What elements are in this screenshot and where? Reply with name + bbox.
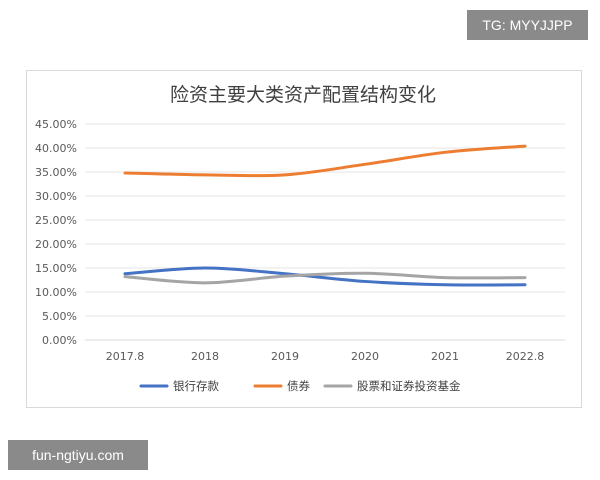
grid-lines [85, 123, 565, 341]
y-tick-label: 0.00% [42, 334, 77, 347]
y-tick-label: 10.00% [35, 286, 77, 299]
series-line-0 [123, 266, 527, 287]
y-tick-label: 45.00% [35, 118, 77, 131]
series-line-1 [123, 144, 527, 178]
y-tick-label: 5.00% [42, 310, 77, 323]
x-tick-label: 2020 [351, 350, 379, 363]
legend-label: 银行存款 [173, 379, 219, 393]
chart-frame [26, 70, 582, 408]
y-tick-label: 15.00% [35, 262, 77, 275]
y-axis-ticks: 0.00% 5.00% 10.00% 15.00% 20.00% 25.00% 30.00%… [35, 118, 77, 347]
x-axis-ticks: 2017.8 2018 2019 2020 2021 2022.8 [106, 350, 545, 363]
x-tick-label: 2022.8 [506, 350, 545, 363]
legend: 银行存款 债券 股票和证券投资基金 [139, 379, 461, 393]
y-tick-label: 25.00% [35, 214, 77, 227]
x-tick-label: 2017.8 [106, 350, 145, 363]
y-tick-label: 40.00% [35, 142, 77, 155]
y-tick-label: 35.00% [35, 166, 77, 179]
watermark-top: TG: MYYJJPP [467, 10, 588, 40]
legend-label: 股票和证券投资基金 [357, 379, 461, 393]
y-tick-label: 30.00% [35, 190, 77, 203]
x-tick-label: 2018 [191, 350, 219, 363]
x-tick-label: 2019 [271, 350, 299, 363]
x-tick-label: 2021 [431, 350, 459, 363]
series-line-2 [123, 271, 527, 285]
chart-title: 险资主要大类资产配置结构变化 [170, 84, 436, 106]
series-lines [123, 144, 527, 287]
watermark-bottom: fun-ngtiyu.com [8, 440, 148, 470]
legend-label: 债券 [287, 379, 310, 393]
y-tick-label: 20.00% [35, 238, 77, 251]
